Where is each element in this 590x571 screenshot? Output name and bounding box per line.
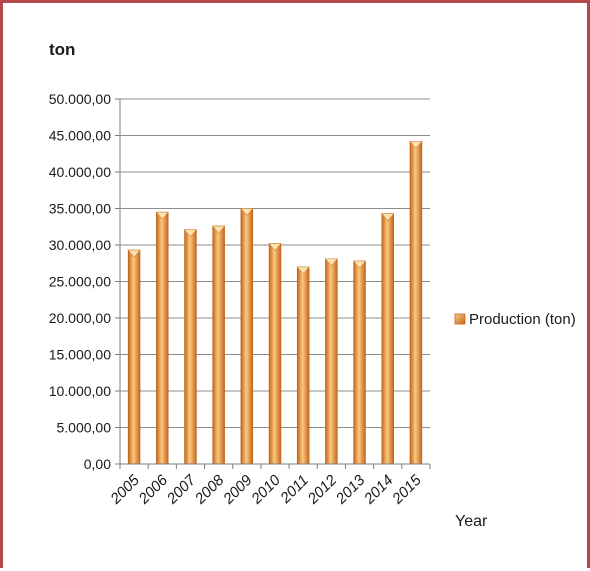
- bar-cap-2014: [381, 213, 395, 222]
- x-tick-label: 2011: [276, 472, 312, 508]
- bar-2012: [325, 258, 338, 465]
- legend-label: Production (ton): [469, 311, 576, 328]
- x-tick-label: 2008: [191, 471, 228, 508]
- production-bar-chart: ton 0,00 5.000,00 10.000,00 15.000,00 20.000…: [49, 40, 576, 530]
- y-tick-label: 50.000,00: [49, 91, 111, 107]
- y-tick-label: 25.000,00: [49, 274, 111, 290]
- x-tick-label: 2013: [332, 471, 369, 508]
- bar-cap-2005: [127, 249, 141, 258]
- y-tick-label: 20.000,00: [49, 310, 111, 326]
- y-tick-labels: 0,00 5.000,00 10.000,00 15.000,00 20.000,00 2…: [49, 91, 112, 472]
- bar-2014: [381, 213, 394, 465]
- bar-cap-2009: [240, 208, 254, 216]
- x-tick-label: 2014: [360, 472, 396, 508]
- legend-swatch: [454, 313, 466, 325]
- bar-cap-2008: [212, 225, 226, 234]
- x-tick-label: 2012: [304, 471, 341, 508]
- x-tick-label: 2006: [135, 471, 172, 508]
- y-tick-label: 0,00: [84, 456, 111, 472]
- y-tick-label: 15.000,00: [49, 347, 111, 363]
- y-tick-label: 45.000,00: [49, 128, 111, 144]
- bar-cap-2011: [296, 266, 310, 275]
- bar-2015: [409, 141, 423, 465]
- y-tick-label: 40.000,00: [49, 164, 111, 180]
- y-tick-label: 35.000,00: [49, 201, 111, 217]
- bar-cap-2012: [324, 258, 338, 267]
- y-tick-label: 5.000,00: [57, 420, 112, 436]
- x-tick-label: 2009: [219, 471, 256, 508]
- bar-2006: [156, 211, 169, 465]
- bar-cap-2013: [352, 260, 367, 269]
- bar-2005: [127, 249, 141, 465]
- y-axis-unit-label: ton: [49, 40, 75, 59]
- bar-2010: [268, 243, 282, 465]
- bar-cap-2010: [268, 243, 282, 252]
- bar-2011: [296, 266, 310, 465]
- bar-cap-2006: [155, 211, 169, 220]
- bar-2009: [240, 208, 254, 465]
- bar-2013: [353, 260, 366, 465]
- x-tick-label: 2007: [163, 471, 200, 508]
- x-tick-label: 2010: [248, 471, 285, 508]
- y-tick-label: 10.000,00: [49, 383, 111, 399]
- x-axis-title: Year: [455, 513, 488, 530]
- bar-cap-2015: [409, 141, 423, 149]
- x-tick-label: 2015: [388, 471, 425, 508]
- bar-2007: [184, 229, 197, 465]
- x-tick-labels: 2005200620072008200920102011201220132014…: [107, 471, 426, 508]
- y-tick-label: 30.000,00: [49, 237, 111, 253]
- x-tick-label: 2005: [107, 471, 144, 508]
- bar-cap-2007: [183, 229, 198, 238]
- bars: [127, 141, 423, 465]
- legend: Production (ton): [454, 311, 576, 328]
- bar-2008: [212, 225, 225, 465]
